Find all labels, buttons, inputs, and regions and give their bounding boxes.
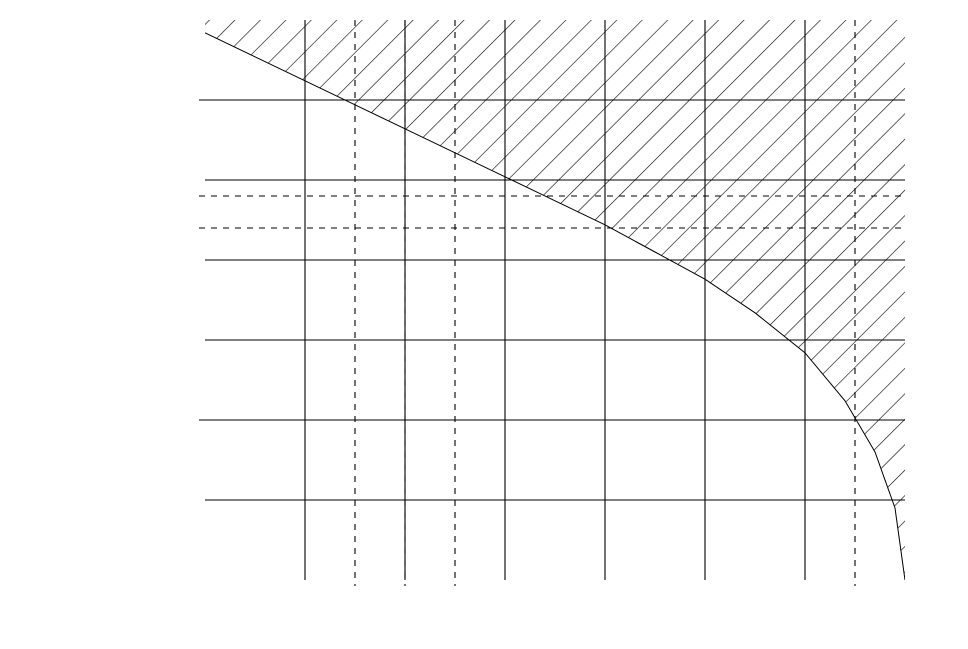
chart-svg xyxy=(0,0,968,649)
chart-container xyxy=(0,0,968,649)
forbidden-zone xyxy=(205,20,905,580)
